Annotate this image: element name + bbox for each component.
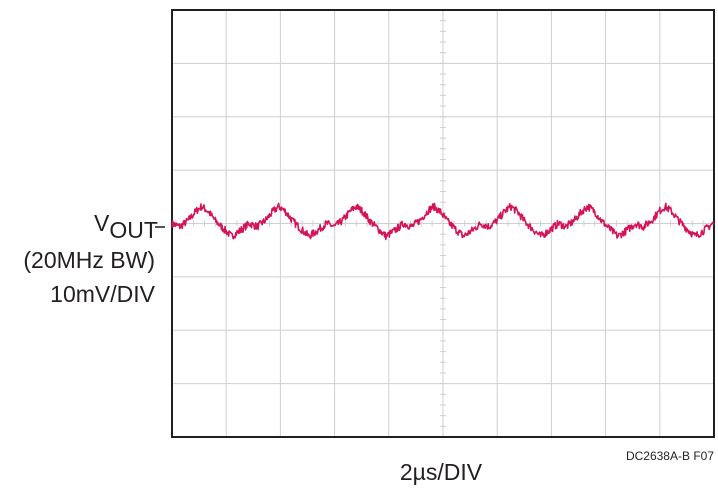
x-axis-label: 2µs/DIV bbox=[400, 459, 483, 485]
vout-ripple-trace bbox=[171, 202, 715, 241]
figure-id: DC2638A-B F07 bbox=[626, 449, 714, 463]
vertical-scale-label: 10mV/DIV bbox=[50, 281, 155, 307]
trace-label-main: V bbox=[94, 210, 110, 236]
trace-label-subscript: OUT bbox=[109, 217, 158, 243]
trace-label: VOUT bbox=[94, 210, 158, 243]
bandwidth-label: (20MHz BW) bbox=[23, 247, 155, 273]
